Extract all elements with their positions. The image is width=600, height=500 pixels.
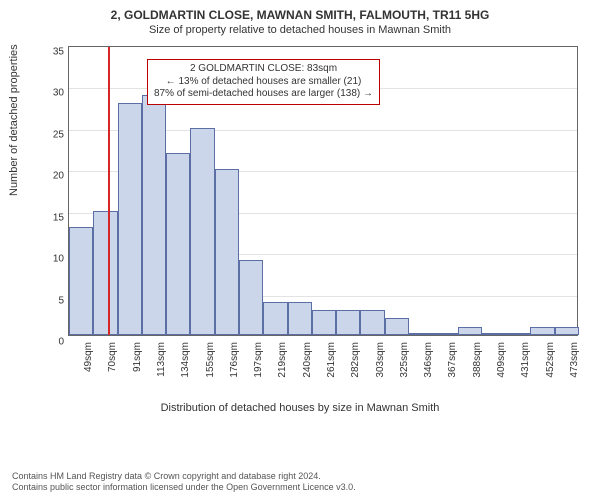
- histogram-bar: [530, 327, 554, 335]
- plot-area: 2 GOLDMARTIN CLOSE: 83sqm← 13% of detach…: [68, 46, 578, 336]
- x-axis-label: Distribution of detached houses by size …: [12, 402, 588, 414]
- histogram-bar: [239, 260, 263, 335]
- x-tick: 367sqm: [447, 342, 458, 378]
- x-tick: 388sqm: [472, 342, 483, 378]
- y-tick: 20: [24, 171, 64, 182]
- histogram-bar: [190, 128, 214, 335]
- annotation-line: ← 13% of detached houses are smaller (21…: [154, 76, 373, 89]
- histogram-bar: [93, 211, 117, 335]
- histogram-bar: [458, 327, 482, 335]
- x-tick: 197sqm: [253, 342, 264, 378]
- histogram-bar: [118, 103, 142, 335]
- chart-title-main: 2, GOLDMARTIN CLOSE, MAWNAN SMITH, FALMO…: [12, 8, 588, 22]
- annotation-line: 87% of semi-detached houses are larger (…: [154, 88, 373, 101]
- chart-title-sub: Size of property relative to detached ho…: [12, 24, 588, 36]
- footer-attribution: Contains HM Land Registry data © Crown c…: [12, 471, 588, 494]
- x-tick: 49sqm: [83, 342, 94, 372]
- histogram-bar: [312, 310, 336, 335]
- x-tick: 409sqm: [496, 342, 507, 378]
- histogram-bar: [433, 333, 457, 335]
- x-tick: 91sqm: [132, 342, 143, 372]
- x-tick: 452sqm: [545, 342, 556, 378]
- x-tick: 431sqm: [520, 342, 531, 378]
- histogram-bar: [215, 169, 239, 335]
- histogram-bar: [360, 310, 384, 335]
- x-tick: 219sqm: [277, 342, 288, 378]
- x-tick: 155sqm: [205, 342, 216, 378]
- histogram-bar: [482, 333, 506, 335]
- histogram-bar: [142, 95, 166, 335]
- y-tick: 10: [24, 254, 64, 265]
- x-tick: 70sqm: [107, 342, 118, 372]
- x-tick: 303sqm: [375, 342, 386, 378]
- histogram-bar: [336, 310, 360, 335]
- histogram-bar: [263, 302, 287, 335]
- chart-wrap: Number of detached properties 0510152025…: [12, 40, 588, 420]
- x-tick: 134sqm: [180, 342, 191, 378]
- histogram-bar: [409, 333, 433, 335]
- histogram-bar: [385, 318, 409, 335]
- histogram-bar: [69, 227, 93, 335]
- annotation-line: 2 GOLDMARTIN CLOSE: 83sqm: [154, 63, 373, 76]
- y-tick: 25: [24, 129, 64, 140]
- footer-line-2: Contains public sector information licen…: [12, 482, 588, 494]
- y-tick: 5: [24, 295, 64, 306]
- y-tick: 35: [24, 47, 64, 58]
- x-tick: 261sqm: [326, 342, 337, 378]
- histogram-bar: [288, 302, 312, 335]
- y-tick: 30: [24, 88, 64, 99]
- x-tick: 282sqm: [350, 342, 361, 378]
- reference-line: [108, 47, 110, 335]
- chart-container: 2, GOLDMARTIN CLOSE, MAWNAN SMITH, FALMO…: [0, 0, 600, 500]
- y-tick-container: 05101520253035: [12, 46, 68, 336]
- x-tick: 113sqm: [156, 342, 167, 377]
- histogram-bar: [166, 153, 190, 335]
- annotation-box: 2 GOLDMARTIN CLOSE: 83sqm← 13% of detach…: [147, 59, 380, 105]
- footer-line-1: Contains HM Land Registry data © Crown c…: [12, 471, 588, 483]
- x-tick: 240sqm: [302, 342, 313, 378]
- histogram-bar: [506, 333, 530, 335]
- x-tick: 325sqm: [399, 342, 410, 378]
- y-tick: 15: [24, 212, 64, 223]
- x-tick: 346sqm: [423, 342, 434, 378]
- x-tick: 176sqm: [229, 342, 240, 378]
- y-tick: 0: [24, 337, 64, 348]
- x-tick: 473sqm: [569, 342, 580, 378]
- histogram-bar: [555, 327, 579, 335]
- x-tick-container: 49sqm 70sqm 91sqm 113sqm 134sqm 155sqm 176sqm 1…: [68, 338, 578, 398]
